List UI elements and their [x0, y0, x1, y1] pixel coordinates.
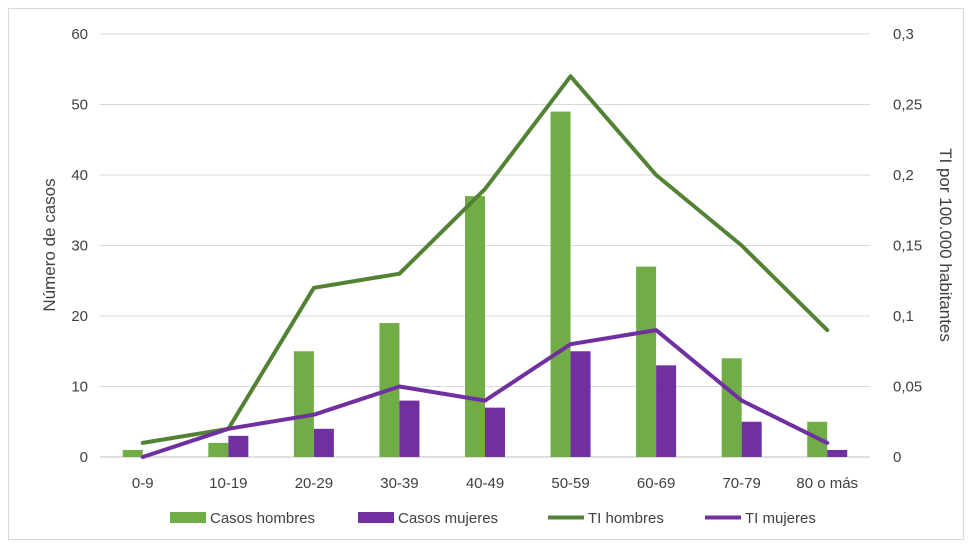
- category-label: 40-49: [466, 475, 504, 492]
- right-tick-label: 0,1: [893, 308, 914, 325]
- category-label: 10-19: [209, 475, 247, 492]
- legend-label: Casos mujeres: [398, 510, 498, 527]
- bar-casos-mujeres: [741, 421, 762, 457]
- bar-casos-mujeres: [313, 428, 334, 457]
- bar-casos-hombres: [122, 449, 143, 457]
- right-tick-label: 0,15: [893, 238, 922, 255]
- legend-swatch: [358, 512, 394, 523]
- right-tick-label: 0,25: [893, 97, 922, 114]
- left-tick-label: 60: [71, 26, 88, 43]
- bar-casos-hombres: [550, 111, 571, 458]
- left-tick-label: 40: [71, 167, 88, 184]
- category-axis-ticks: 0-9 10-19 20-29 30-39 40-49 50-59 60-69 70-79 80…: [132, 475, 858, 492]
- right-axis-ticks: 0 0,05 0,1 0,15 0,2 0,25 0,3: [893, 26, 922, 466]
- category-label: 30-39: [380, 475, 418, 492]
- category-label: 0-9: [132, 475, 154, 492]
- category-label: 60-69: [637, 475, 675, 492]
- bar-casos-mujeres: [570, 351, 591, 457]
- left-tick-label: 0: [80, 449, 88, 466]
- lines: [140, 74, 830, 459]
- bars: [122, 111, 848, 458]
- bar-casos-mujeres: [827, 449, 848, 457]
- legend-label: Casos hombres: [210, 510, 315, 527]
- left-axis-ticks: 0 10 20 30 40 50 60: [71, 26, 88, 466]
- legend-label: TI mujeres: [745, 510, 816, 527]
- bar-casos-mujeres: [399, 400, 420, 457]
- right-axis-title: TI por 100.000 habitantes: [936, 148, 955, 342]
- left-tick-label: 10: [71, 379, 88, 396]
- line-ti-hombres: [140, 74, 830, 445]
- right-tick-label: 0: [893, 449, 901, 466]
- bar-casos-hombres: [721, 358, 742, 457]
- bar-casos-mujeres: [656, 365, 677, 457]
- legend-swatch: [170, 512, 206, 523]
- right-tick-label: 0,2: [893, 167, 914, 184]
- legend-label: TI hombres: [588, 510, 664, 527]
- category-label: 80 o más: [796, 475, 858, 492]
- right-tick-label: 0,3: [893, 26, 914, 43]
- right-tick-label: 0,05: [893, 379, 922, 396]
- bar-casos-mujeres: [485, 407, 505, 457]
- bar-casos-hombres: [636, 266, 657, 457]
- left-tick-label: 50: [71, 97, 88, 114]
- category-label: 50-59: [551, 475, 589, 492]
- left-tick-label: 30: [71, 238, 88, 255]
- bar-casos-mujeres: [228, 435, 249, 457]
- left-tick-label: 20: [71, 308, 88, 325]
- left-axis-title: Número de casos: [40, 178, 59, 311]
- bar-casos-hombres: [208, 442, 229, 457]
- category-label: 20-29: [295, 475, 333, 492]
- bar-casos-hombres: [465, 196, 485, 457]
- line-ti-mujeres: [140, 328, 830, 459]
- category-label: 70-79: [722, 475, 760, 492]
- legend: Casos hombres Casos mujeres TI hombres TI m…: [170, 510, 816, 527]
- bar-casos-hombres: [293, 351, 314, 457]
